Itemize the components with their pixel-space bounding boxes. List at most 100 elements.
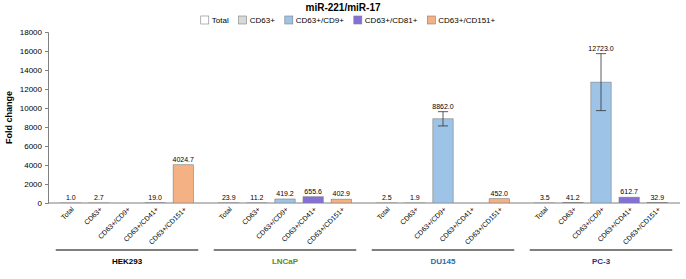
legend-item: CD63+/CD151+ [427,16,495,25]
y-tick-mark [45,51,48,52]
y-tick-label: 12000 [20,85,43,94]
bar [377,202,397,203]
y-tick-mark [45,127,48,128]
legend-swatch [427,16,435,24]
legend: Total CD63+ CD63+/CD9+ CD63+/CD81+ CD63+/CD1… [201,16,496,25]
legend-swatch [239,16,247,24]
y-tick-label: 16000 [20,47,43,56]
error-bar [438,112,448,126]
y-tick-label: 8000 [24,123,42,132]
group-underline [56,250,199,251]
y-tick: 14000 [20,66,48,75]
x-tick-label: Total [218,205,234,221]
x-tick-label: CD63+/CD151+ [622,205,662,245]
group-label: HEK293 [112,257,143,266]
legend-swatch [354,16,362,24]
y-tick-mark [45,32,48,33]
bar [173,165,193,203]
y-tick-mark [45,184,48,185]
data-label: 1.0 [66,194,76,201]
y-tick-mark [45,146,48,147]
y-tick: 0 [38,199,48,208]
y-tick: 12000 [20,85,48,94]
bar [563,202,583,203]
x-tick-label: CD63+/CD151+ [306,205,346,245]
legend-item: CD63+/CD9+ [285,16,344,25]
data-label: 655.6 [304,188,322,195]
bar [489,199,509,203]
data-label: 23.9 [222,194,236,201]
error-bar-cap [438,111,448,112]
error-bar-cap [596,53,606,54]
y-tick-mark [45,165,48,166]
data-label: 2.5 [382,194,392,201]
error-bar-cap [596,110,606,111]
bar [61,202,81,203]
y-tick: 4000 [24,161,48,170]
data-label: 41.2 [566,194,580,201]
bar [219,202,239,203]
y-tick-label: 2000 [24,180,42,189]
data-label: 419.2 [276,190,294,197]
bar [535,202,555,203]
y-tick: 6000 [24,142,48,151]
error-bar-cap [438,125,448,126]
error-bar [596,54,606,111]
chart: miR-221/miR-17TotalCD63+CD63+/CD9+CD63+/… [0,0,686,279]
bar [619,197,639,203]
data-label: 612.7 [620,188,638,195]
y-tick-mark [45,203,48,204]
y-axis-title: Fold change [4,91,14,144]
y-tick-label: 6000 [24,142,42,151]
y-tick-label: 0 [38,199,43,208]
bar [275,199,295,203]
legend-item: Total [201,16,229,25]
group-underline [372,250,515,251]
bar [303,197,323,203]
bar [247,202,267,203]
x-tick-label: CD63+/CD151+ [464,205,504,245]
legend-swatch [201,16,209,24]
y-tick-label: 14000 [20,66,43,75]
y-tick-label: 18000 [20,28,43,37]
plot-area [61,54,668,203]
y-tick: 8000 [24,123,48,132]
y-tick-label: 10000 [20,104,43,113]
data-label: 12723.0 [588,45,613,52]
data-label: 11.2 [250,194,263,201]
y-tick: 18000 [20,28,48,37]
y-tick-mark [45,70,48,71]
x-tick-label: CD63+ [399,205,419,225]
legend-item: CD63+ [239,16,275,25]
data-label: 4024.7 [173,156,195,163]
x-tick-label: CD63+/CD151+ [148,205,188,245]
y-tick-mark [45,89,48,90]
error-bar-stem [601,54,602,111]
legend-label: CD63+/CD81+ [365,16,418,25]
annotations: Total1.0CD63+2.7CD63+/CD9+CD63+/CD41+19.… [56,45,673,266]
data-label: 1.9 [410,194,420,201]
legend-swatch [285,16,293,24]
group-label: DU145 [431,257,456,266]
y-tick-mark [45,108,48,109]
x-tick-label: Total [534,205,550,221]
group-underline [214,250,357,251]
data-label: 3.5 [540,194,550,201]
bar [89,202,109,203]
y-tick: 2000 [24,180,48,189]
group-label: LNCaP [272,257,299,266]
bar [145,202,165,203]
x-tick-label: Total [376,205,392,221]
y-axis: 0 2000 4000 6000 8000 10000 12000 14000 16000 180… [20,28,49,208]
bar [647,202,667,203]
error-bar-stem [443,112,444,126]
y-tick: 16000 [20,47,48,56]
legend-label: CD63+/CD9+ [296,16,344,25]
legend-label: CD63+/CD151+ [438,16,495,25]
bar [331,199,351,203]
x-axis-line [48,203,680,204]
data-label: 402.9 [332,190,350,197]
x-tick-label: CD63+ [557,205,577,225]
data-label: 32.9 [650,194,664,201]
x-tick-label: CD63+ [241,205,261,225]
